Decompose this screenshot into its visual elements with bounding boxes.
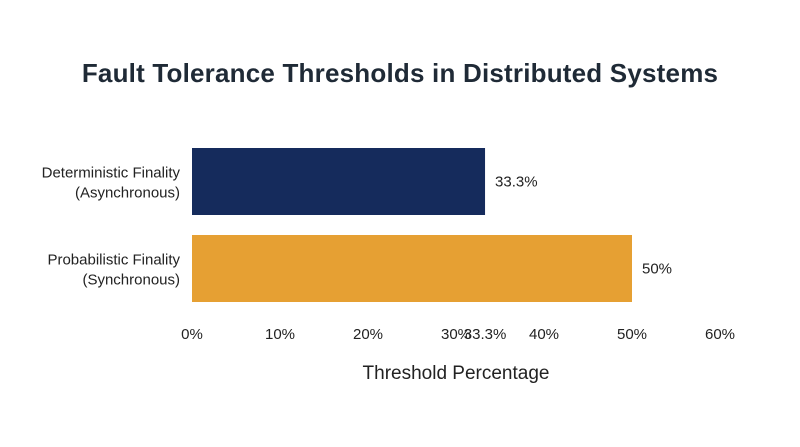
category-label-line: (Asynchronous) [75, 185, 180, 202]
category-labels: Deterministic Finality (Asynchronous) Prob… [42, 165, 181, 289]
x-tick-label: 50% [617, 326, 647, 343]
value-labels: 33.3% 50% [495, 174, 672, 278]
x-tick-label: 20% [353, 326, 383, 343]
x-tick-labels: 0% 10% 20% 30%33.3% 40% 50% 60% [181, 326, 735, 343]
bar-2 [192, 235, 632, 302]
x-tick-label: 0% [181, 326, 203, 343]
value-label-2: 50% [642, 261, 672, 278]
x-tick-label: 60% [705, 326, 735, 343]
chart-title: Fault Tolerance Thresholds in Distribute… [81, 58, 719, 88]
category-label-line: Deterministic Finality [42, 165, 181, 182]
x-tick-label: 10% [265, 326, 295, 343]
x-tick-label: 33.3% [464, 326, 507, 343]
category-label-line: (Synchronous) [82, 272, 180, 289]
category-label-2: Probabilistic Finality (Synchronous) [47, 252, 180, 289]
bars-group [192, 148, 632, 302]
bar-1 [192, 148, 486, 215]
value-label-1: 33.3% [495, 174, 538, 191]
x-tick-label: 30% [441, 326, 471, 343]
category-label-line: Probabilistic Finality [47, 252, 180, 269]
x-tick-label: 40% [529, 326, 559, 343]
x-axis-title: Threshold Percentage [363, 363, 550, 384]
category-label-1: Deterministic Finality (Asynchronous) [42, 165, 181, 202]
